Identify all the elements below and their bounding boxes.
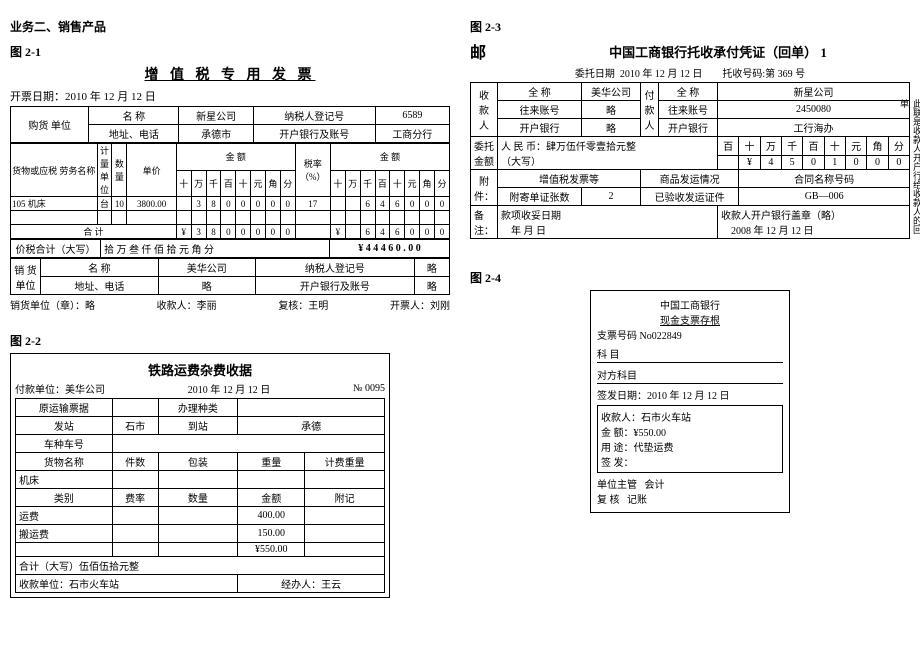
vat-invoice: 增 值 税 专 用 发 票 开票日期： 2010 年 12 月 12 日 购货 … [10, 64, 450, 312]
collection-voucher: 邮 中国工商银行托收承付凭证（回单） 1 委托日期 2010 年 12 月 12… [470, 39, 910, 239]
lbl: 开户银行及账号 [253, 125, 375, 143]
val: 工商分行 [375, 125, 449, 143]
lbl: 税率 （%） [295, 144, 330, 197]
vat-items: 货物或应税 劳务名称 计量 单位 数 量 单价 金 额 税率 （%） 金 额 十… [10, 143, 450, 239]
vat-seller: 销 货 单位 名 称 美华公司 纳税人登记号 略 地址、电话 略 开户银行及账号… [10, 258, 450, 295]
lbl: 地址、电话 [89, 125, 179, 143]
fig-label: 图 2-3 [470, 18, 910, 35]
lbl: 货物或应税 劳务名称 [11, 144, 98, 197]
rail-receipt: 铁路运费杂费收据 付款单位：美华公司 2010 年 12 月 12 日 № 00… [10, 353, 390, 598]
lbl: 计量 单位 [97, 144, 112, 197]
rail-table: 原运输票据办理种类 发站石市到站承德 车种车号 货物名称件数包装重量计费重量 机… [15, 398, 385, 593]
header-text: 业务二、销售产品 [10, 18, 450, 35]
vat-table: 购货 单位 名 称 新星公司 纳税人登记号 6589 地址、电话 承德市 开户银… [10, 106, 450, 143]
mail-mark: 邮 [470, 39, 486, 63]
lbl: 数 量 [112, 144, 127, 197]
val: 承德市 [179, 125, 253, 143]
val: 6589 [375, 107, 449, 125]
issue-date: 2010 年 12 月 12 日 [65, 88, 156, 104]
buyer-section: 购货 单位 [11, 107, 89, 143]
side-note: 此联是收款人开户行给收款人的回单 [898, 99, 920, 239]
lbl: 金 额 [176, 144, 295, 171]
lbl: 单价 [127, 144, 176, 197]
lbl: 名 称 [89, 107, 179, 125]
total-label: 合 计 [11, 225, 177, 239]
item-name: 105 机床 [11, 197, 98, 211]
lbl: 纳税人登记号 [253, 107, 375, 125]
fig-label: 图 2-4 [470, 269, 910, 286]
val: 新星公司 [179, 107, 253, 125]
fig-label: 图 2-2 [10, 332, 450, 349]
lbl: 金 额 [330, 144, 449, 171]
vat-title: 增 值 税 专 用 发 票 [10, 64, 450, 84]
fig-label: 图 2-1 [10, 43, 450, 60]
cheque-stub: 中国工商银行 现金支票存根 支票号码 No022849 科 目 对方科目 签发日… [590, 290, 790, 513]
collect-table: 收 款 人 全 称美华公司 付 款 人 全 称新星公司 往来账号略 往来账号24… [470, 82, 910, 239]
issue-label: 开票日期： [10, 88, 65, 104]
vat-total-cn: 价税合计（大写） 拾 万 叁 仟 佰 拾 元 角 分 ¥ 4 4 4 6 0 .… [10, 239, 450, 258]
